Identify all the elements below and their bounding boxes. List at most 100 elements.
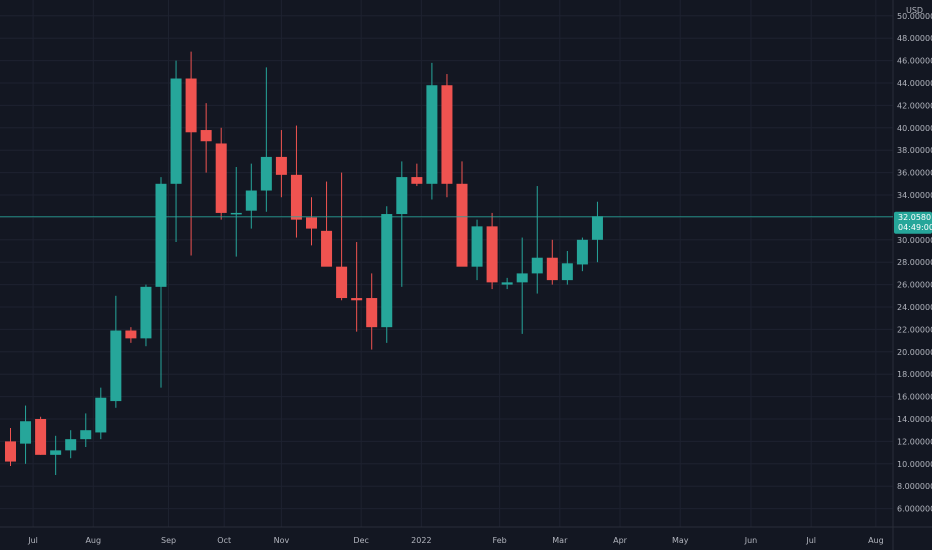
candle-body	[381, 214, 393, 328]
candle[interactable]	[336, 172, 348, 301]
candle[interactable]	[20, 405, 32, 464]
bar-countdown: 04:49:00	[898, 223, 932, 232]
candle[interactable]	[576, 237, 588, 272]
candle[interactable]	[381, 206, 393, 343]
candle[interactable]	[351, 242, 363, 332]
candle-body	[366, 298, 378, 328]
candle-body	[456, 183, 468, 267]
y-tick-label: 22.0000000	[897, 325, 932, 334]
candle-body	[245, 190, 257, 211]
candle-body	[185, 78, 197, 133]
candle[interactable]	[501, 277, 513, 290]
candle-body	[426, 85, 438, 184]
candle[interactable]	[155, 177, 167, 388]
candle[interactable]	[441, 74, 453, 198]
y-tick-label: 30.0000000	[897, 236, 932, 245]
y-tick-label: 26.0000000	[897, 281, 932, 290]
candle-body	[290, 174, 302, 220]
candle[interactable]	[516, 237, 528, 334]
y-tick-label: 48.0000000	[897, 34, 932, 43]
candle[interactable]	[245, 163, 257, 229]
candle-body	[321, 230, 333, 267]
candle-body	[275, 156, 287, 175]
candle-body	[516, 273, 528, 283]
candle[interactable]	[290, 125, 302, 238]
candle[interactable]	[35, 416, 47, 455]
candle-body	[471, 226, 483, 267]
candle[interactable]	[531, 186, 543, 294]
candle[interactable]	[486, 212, 498, 290]
candle[interactable]	[366, 273, 378, 350]
y-tick-label: 44.0000000	[897, 79, 932, 88]
x-tick-label: Sep	[161, 536, 176, 545]
candle-body	[546, 257, 558, 281]
candle-body	[155, 183, 167, 287]
candle[interactable]	[80, 413, 92, 447]
candle-body	[486, 226, 498, 283]
candle[interactable]	[50, 435, 62, 475]
last-price-badge: 32.0580126 04:49:00	[894, 211, 932, 234]
candle[interactable]	[591, 201, 603, 263]
x-tick-label: Apr	[613, 536, 628, 545]
candle[interactable]	[396, 161, 408, 287]
candle-body	[260, 156, 272, 191]
candle-body	[336, 266, 348, 299]
candle[interactable]	[140, 284, 152, 347]
candle[interactable]	[426, 62, 438, 200]
y-tick-label: 24.0000000	[897, 303, 932, 312]
candle[interactable]	[125, 327, 137, 343]
y-tick-label: 20.0000000	[897, 348, 932, 357]
candle[interactable]	[546, 239, 558, 285]
candle-body	[591, 216, 603, 240]
candle[interactable]	[321, 181, 333, 267]
x-tick-label: Nov	[274, 536, 290, 545]
candle[interactable]	[110, 295, 122, 408]
y-tick-label: 42.0000000	[897, 101, 932, 110]
candle-body	[215, 143, 227, 213]
y-tick-label: 12.0000000	[897, 437, 932, 446]
candle-body	[576, 239, 588, 265]
candle-body	[65, 439, 77, 451]
candle-body	[441, 85, 453, 184]
candles-group	[5, 51, 603, 475]
x-tick-label: 2022	[411, 536, 431, 545]
candle[interactable]	[200, 103, 212, 173]
candle[interactable]	[411, 163, 423, 187]
candle-body	[5, 441, 16, 462]
candle[interactable]	[185, 51, 197, 256]
y-tick-label: 46.0000000	[897, 57, 932, 66]
candle-body	[50, 450, 62, 455]
candle[interactable]	[170, 60, 182, 243]
candle[interactable]	[230, 167, 242, 257]
candle-body	[411, 177, 423, 184]
candle-body	[170, 78, 182, 184]
x-tick-label: May	[672, 536, 689, 545]
price-axis[interactable]: 6.0000000 8.0000000 10.0000000 12.0000000 14…	[897, 12, 932, 514]
candle[interactable]	[260, 67, 272, 212]
candle[interactable]	[95, 387, 107, 440]
candle-body	[110, 330, 122, 402]
candle[interactable]	[215, 127, 227, 220]
y-tick-label: 8.0000000	[897, 482, 932, 491]
x-tick-label: Jun	[744, 536, 758, 545]
candle[interactable]	[456, 161, 468, 267]
candle[interactable]	[5, 427, 16, 467]
candle[interactable]	[471, 219, 483, 281]
candle-body	[140, 286, 152, 339]
y-tick-label: 40.0000000	[897, 124, 932, 133]
y-tick-label: 10.0000000	[897, 460, 932, 469]
last-price-badge-bg	[894, 211, 932, 234]
candle[interactable]	[65, 430, 77, 459]
candle-body	[80, 430, 92, 440]
candle[interactable]	[561, 251, 573, 285]
candle-body	[531, 257, 543, 274]
candle-body	[125, 330, 137, 339]
y-tick-label: 18.0000000	[897, 370, 932, 379]
candle[interactable]	[275, 130, 287, 198]
time-axis[interactable]: Jul Aug Sep Oct Nov Dec 2022 Feb Mar Apr May Jun Jul…	[27, 536, 883, 545]
candle[interactable]	[306, 197, 317, 246]
x-tick-label: Feb	[493, 536, 507, 545]
